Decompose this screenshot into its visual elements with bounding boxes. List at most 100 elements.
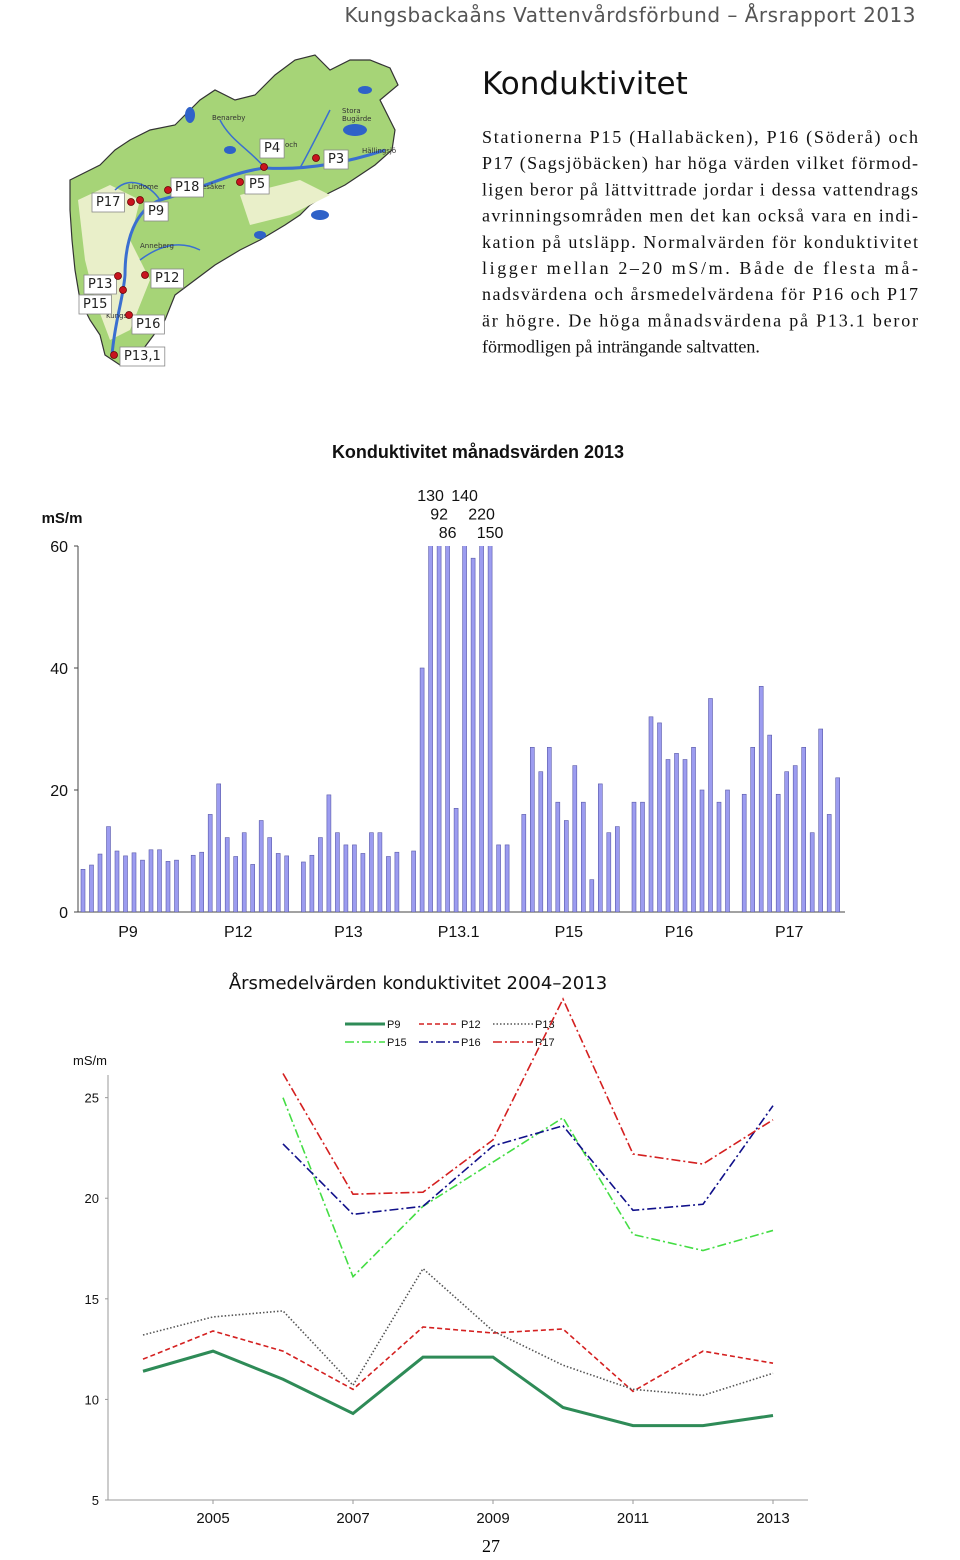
- bar: [157, 849, 162, 912]
- bar: [369, 832, 374, 912]
- series-line: [282, 1105, 774, 1216]
- bar: [445, 546, 450, 912]
- bar: [80, 868, 86, 912]
- bar: [479, 546, 484, 912]
- label-box: [131, 314, 165, 335]
- station-dot: [119, 286, 127, 294]
- series-line: [142, 1267, 774, 1397]
- bar: [496, 844, 501, 912]
- legend-label: P16: [461, 1037, 481, 1049]
- bar: [148, 849, 154, 912]
- station-label: P12: [155, 271, 179, 286]
- bars: [80, 546, 841, 912]
- river: [114, 109, 331, 261]
- bar: [267, 837, 273, 912]
- x-tick-label: P15: [555, 924, 584, 941]
- label-box: [323, 149, 349, 170]
- value-label: 130: [417, 488, 444, 505]
- x-tick-label: 2005: [196, 1510, 229, 1527]
- series-line: [282, 1097, 774, 1279]
- x-tick-label: 2007: [336, 1510, 369, 1527]
- place-name: Stora: [342, 107, 361, 115]
- place-name: Benareby: [212, 114, 245, 122]
- body-line: avrinningsområden men det kan också vara…: [482, 206, 918, 226]
- bar: [665, 759, 671, 912]
- bar: [470, 557, 476, 912]
- x-tick-label: P13.1: [438, 924, 480, 941]
- value-label: 140: [451, 488, 478, 505]
- page-number: 27: [482, 1536, 500, 1556]
- bar: [106, 826, 111, 912]
- bar: [436, 546, 442, 912]
- station-label: P3: [328, 152, 344, 167]
- bar: [224, 837, 230, 912]
- body-line: nadsvärdena och årsmedelvärdena för P16 …: [482, 284, 918, 304]
- lake: [311, 210, 329, 220]
- bar: [89, 864, 94, 912]
- station-dots: [110, 154, 320, 359]
- bar: [529, 746, 535, 912]
- y-tick-label: 5: [92, 1493, 99, 1508]
- lake: [343, 124, 367, 136]
- bar: [691, 746, 696, 912]
- label-box: [170, 177, 204, 198]
- bar: [453, 807, 459, 912]
- station-dot: [127, 198, 135, 206]
- label-box: [78, 294, 112, 315]
- bar: [250, 864, 255, 912]
- heading: Konduktivitet: [482, 66, 688, 102]
- bar: [419, 667, 425, 912]
- x-tick-label: P16: [665, 924, 694, 941]
- bar: [725, 789, 730, 912]
- series-line: [282, 997, 774, 1196]
- bar: [241, 832, 247, 912]
- place-name: Kungsb: [106, 312, 132, 320]
- y-tick-label: 0: [59, 905, 68, 922]
- value-label: 86: [439, 525, 457, 542]
- series-line: [142, 1349, 774, 1428]
- label-box: [91, 192, 125, 213]
- station-label: P13,1: [124, 349, 161, 364]
- y-axis-label: mS/m: [42, 510, 83, 527]
- x-tick-label: 2013: [756, 1510, 789, 1527]
- bar: [123, 855, 128, 912]
- station-dot: [125, 311, 133, 319]
- bar: [216, 783, 221, 912]
- body-text: Stationerna P15 (Hallabäcken), P16 (Söde…: [482, 127, 918, 357]
- bar: [589, 879, 595, 912]
- station-dot: [236, 178, 244, 186]
- station-label: P17: [96, 195, 120, 210]
- lake: [185, 107, 195, 123]
- station-label: P16: [136, 317, 160, 332]
- bar: [487, 546, 493, 912]
- place-name: Hällingsjö: [362, 147, 396, 155]
- lake: [254, 231, 266, 239]
- legend-label: P9: [387, 1019, 400, 1031]
- bar: [648, 716, 654, 912]
- bar: [640, 801, 645, 912]
- bar: [538, 771, 544, 912]
- station-dot: [110, 351, 118, 359]
- y-tick-label: 20: [50, 783, 68, 800]
- label-box: [83, 274, 117, 295]
- bar: [309, 854, 315, 912]
- y-tick-label: 20: [85, 1191, 99, 1206]
- body-line: Stationerna P15 (Hallabäcken), P16 (Söde…: [482, 127, 918, 148]
- bar: [97, 853, 103, 912]
- station-label: P9: [148, 204, 164, 219]
- bar: [775, 793, 781, 912]
- bar: [758, 685, 764, 912]
- bar: [165, 861, 171, 912]
- bar: [674, 753, 679, 912]
- monthly-chart: Konduktivitet månadsvärden 2013 mS/m 0 20 40…: [42, 442, 845, 941]
- place-name: lesåker: [200, 182, 225, 191]
- bar: [716, 801, 722, 912]
- value-label: 220: [468, 507, 495, 524]
- body-line: ligen beror på lättvittrade jordar i des…: [482, 179, 918, 199]
- y-tick-label: 25: [85, 1091, 99, 1106]
- annual-chart: Årsmedelvärden konduktivitet 2004–2013 mS…: [73, 972, 808, 1527]
- bar: [699, 789, 705, 912]
- station-label: P18: [175, 180, 199, 195]
- station-label: P5: [249, 177, 265, 192]
- value-label: 150: [477, 525, 504, 542]
